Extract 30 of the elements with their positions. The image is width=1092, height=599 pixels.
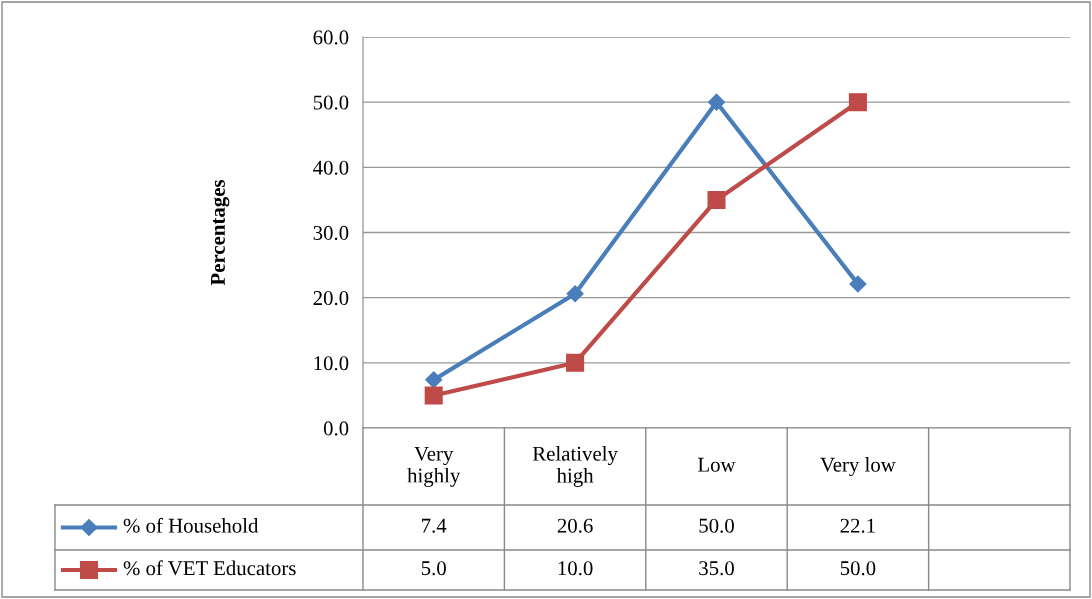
point — [707, 190, 726, 209]
x-tick-label: Relatively high — [532, 446, 618, 487]
y-tick-label: 10.0 — [314, 356, 349, 371]
data-label: 50.0 — [840, 561, 876, 576]
x-tick-label: Low — [698, 457, 736, 472]
point — [566, 285, 584, 303]
legend-label: % of Household — [123, 517, 259, 533]
x-tick-label: Very low — [820, 457, 896, 476]
data-label: 35.0 — [699, 561, 734, 576]
point — [707, 93, 726, 111]
point — [566, 353, 585, 372]
y-tick-label: 60.0 — [313, 30, 349, 45]
point — [848, 93, 867, 112]
data-label: 5.0 — [421, 561, 446, 576]
point — [849, 275, 867, 293]
legend-label: % of VET Educators — [123, 560, 296, 576]
y-axis-title: Percentages — [211, 179, 230, 286]
data-label: 22.1 — [840, 518, 875, 533]
x-tick-label: Very highly — [407, 446, 461, 487]
y-tick-label: 0.0 — [323, 421, 349, 436]
y-tick-label: 40.0 — [313, 160, 349, 175]
data-label: 7.4 — [422, 518, 447, 533]
y-tick-label: 50.0 — [313, 95, 349, 110]
point — [425, 371, 443, 389]
y-tick-label: 30.0 — [313, 225, 349, 241]
data-label: 20.6 — [557, 518, 593, 533]
point — [424, 386, 443, 405]
data-label: 50.0 — [699, 518, 734, 533]
data-label: 10.0 — [558, 561, 593, 576]
y-tick-label: 20.0 — [313, 291, 349, 306]
